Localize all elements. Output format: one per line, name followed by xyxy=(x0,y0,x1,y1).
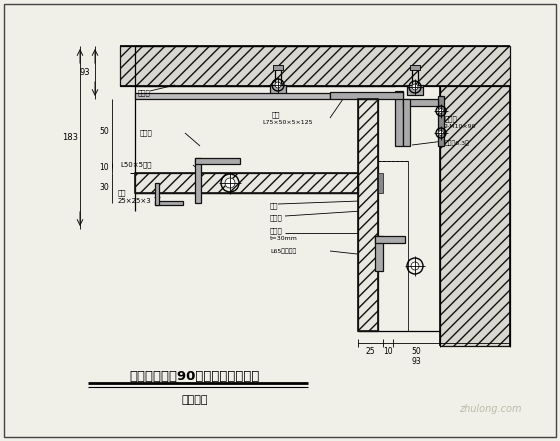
Text: （阴角）: （阴角） xyxy=(182,395,208,405)
Text: 干挂石材外墘90度内转角横剖节点: 干挂石材外墘90度内转角横剖节点 xyxy=(130,370,260,382)
Text: 2-M10×90: 2-M10×90 xyxy=(443,124,475,130)
Text: 25×25×3: 25×25×3 xyxy=(118,198,152,204)
Circle shape xyxy=(438,131,444,135)
Bar xyxy=(378,161,408,331)
Bar xyxy=(135,173,358,193)
Text: L75×50×5×125: L75×50×5×125 xyxy=(262,120,312,124)
Text: 保温板: 保温板 xyxy=(270,228,283,234)
Bar xyxy=(155,201,183,205)
Text: 50: 50 xyxy=(99,127,109,135)
Bar xyxy=(378,173,383,193)
Bar xyxy=(403,99,438,106)
Bar xyxy=(375,236,405,243)
Text: 预埋件: 预埋件 xyxy=(445,116,458,122)
Bar xyxy=(410,65,420,70)
Circle shape xyxy=(411,262,419,270)
Bar xyxy=(375,236,383,271)
Bar xyxy=(155,183,159,205)
Circle shape xyxy=(412,84,418,90)
Text: 锂梁: 锂梁 xyxy=(272,112,281,118)
Text: 93: 93 xyxy=(412,356,421,366)
Bar xyxy=(403,99,410,146)
Circle shape xyxy=(438,108,444,113)
Bar xyxy=(120,46,510,86)
Bar xyxy=(395,91,403,146)
Bar xyxy=(358,99,378,331)
Text: 预埋件: 预埋件 xyxy=(140,130,153,136)
Bar xyxy=(440,86,510,346)
Text: 耐候谄6.3厚: 耐候谄6.3厚 xyxy=(445,140,470,146)
Text: 25: 25 xyxy=(366,348,375,356)
Text: 10: 10 xyxy=(383,348,393,356)
Bar xyxy=(330,92,403,99)
Text: zhulong.com: zhulong.com xyxy=(459,404,521,414)
Text: 183: 183 xyxy=(62,133,78,142)
Bar xyxy=(358,99,378,331)
Bar xyxy=(407,85,423,95)
Bar xyxy=(135,173,358,193)
Circle shape xyxy=(225,178,235,188)
Bar xyxy=(273,65,283,70)
Bar xyxy=(195,158,201,203)
Text: t=30mm: t=30mm xyxy=(270,236,298,242)
Text: 10: 10 xyxy=(99,164,109,172)
Text: 93: 93 xyxy=(80,68,90,77)
Bar xyxy=(438,96,444,146)
Text: L50×5角锂: L50×5角锂 xyxy=(120,162,152,168)
Bar xyxy=(270,85,286,95)
Text: 石材: 石材 xyxy=(270,203,278,209)
Circle shape xyxy=(275,82,281,88)
Text: 防水胶: 防水胶 xyxy=(270,215,283,221)
Text: 锂垫: 锂垫 xyxy=(118,190,127,196)
Text: 预埋件: 预埋件 xyxy=(138,90,151,96)
Text: 30: 30 xyxy=(99,183,109,193)
Bar xyxy=(135,93,330,99)
Text: L65角锂螺法: L65角锂螺法 xyxy=(270,248,296,254)
Text: 50: 50 xyxy=(412,348,421,356)
Bar xyxy=(195,158,240,164)
